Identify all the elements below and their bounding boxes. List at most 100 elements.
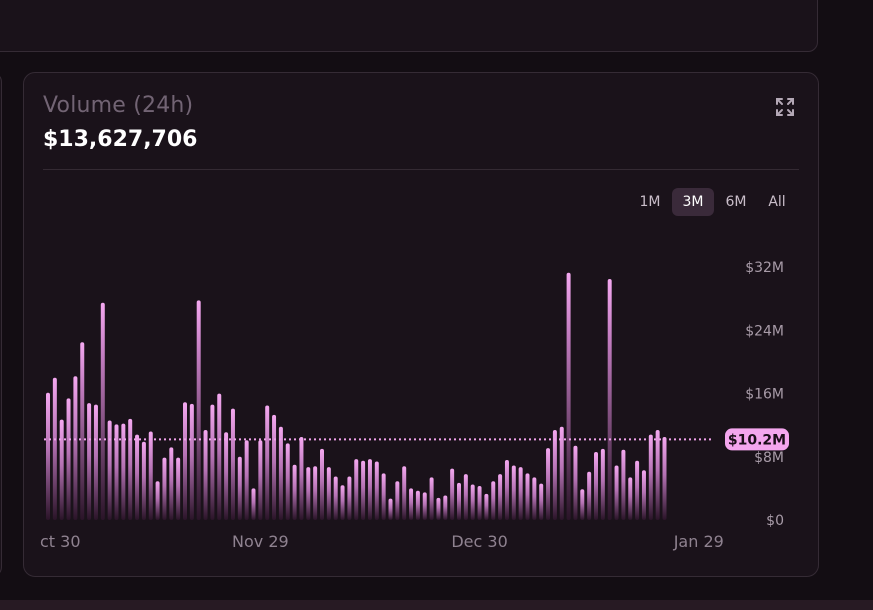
volume-bar: [429, 477, 434, 520]
y-tick-label: $16M: [745, 387, 784, 403]
volume-card: Volume (24h) $13,627,706 1M 3M 6M All: [23, 72, 819, 577]
x-tick-label: Jan 29: [673, 532, 724, 551]
volume-bar: [135, 434, 140, 520]
volume-bar: [662, 437, 667, 520]
volume-bar: [607, 279, 612, 520]
volume-bar: [87, 403, 92, 520]
left-panel: [0, 72, 2, 577]
volume-bar: [470, 484, 475, 520]
volume-bar: [573, 445, 578, 520]
volume-bar: [258, 440, 263, 520]
volume-bar: [52, 377, 57, 520]
y-tick-label: $0: [766, 513, 784, 529]
volume-bar: [621, 449, 626, 520]
volume-bar: [292, 464, 297, 520]
volume-bar: [141, 441, 146, 520]
volume-bar: [217, 393, 222, 520]
volume-bar: [635, 460, 640, 520]
volume-bar: [415, 490, 420, 520]
volume-bar: [463, 474, 468, 520]
volume-bar: [285, 443, 290, 520]
volume-bar: [278, 426, 283, 520]
range-tab-all[interactable]: All: [768, 194, 786, 210]
volume-bar: [361, 460, 366, 520]
volume-bar: [169, 447, 174, 520]
volume-bar: [511, 465, 516, 520]
volume-bar: [381, 473, 386, 520]
volume-bar: [114, 424, 119, 520]
volume-bar: [46, 392, 50, 520]
volume-bar: [93, 404, 98, 520]
volume-bar: [546, 448, 551, 520]
volume-bar: [552, 429, 557, 520]
volume-bar: [450, 468, 455, 520]
y-tick-label: $32M: [745, 260, 784, 276]
volume-bar: [183, 402, 187, 520]
volume-bar: [498, 474, 503, 520]
volume-bar-chart: $10.2M $0 $8M $16M $24M $32M ct 30 Nov 29 Dec …: [40, 260, 789, 551]
volume-bar: [648, 434, 653, 520]
volume-bar: [587, 471, 592, 520]
volume-bar: [518, 467, 523, 520]
divider: [43, 169, 799, 170]
volume-bar: [436, 497, 441, 520]
volume-bar: [340, 485, 345, 520]
volume-bar: [189, 403, 194, 520]
volume-bar: [491, 481, 496, 520]
volume-bar: [374, 461, 379, 520]
volume-bar: [100, 302, 105, 520]
volume-bar: [196, 300, 201, 520]
x-tick-label: Nov 29: [232, 532, 289, 551]
volume-bar: [251, 488, 256, 520]
volume-bar: [504, 459, 509, 520]
x-tick-label: ct 30: [40, 532, 81, 551]
volume-bar: [477, 486, 482, 520]
range-tab-6m[interactable]: 6M: [725, 194, 747, 210]
volume-bar: [306, 467, 311, 520]
volume-bar: [121, 423, 126, 520]
volume-bar: [354, 459, 359, 520]
volume-bar: [272, 414, 277, 520]
volume-bar: [313, 466, 318, 520]
expand-icon[interactable]: [774, 96, 796, 118]
volume-bar: [525, 473, 530, 520]
volume-bar: [600, 448, 605, 520]
volume-bar: [443, 495, 448, 520]
volume-bar: [347, 476, 352, 520]
volume-bar: [237, 456, 242, 520]
volume-bar: [395, 481, 400, 520]
volume-bar: [326, 467, 331, 520]
volume-bar: [367, 459, 372, 520]
volume-bar: [265, 405, 270, 520]
volume-bar: [176, 457, 181, 520]
volume-bar: [320, 448, 324, 520]
volume-bar: [162, 457, 167, 520]
volume-bar: [594, 452, 598, 520]
volume-value: $13,627,706: [43, 127, 198, 152]
average-badge: [725, 428, 789, 451]
volume-bar: [230, 408, 235, 520]
volume-bar: [559, 426, 564, 520]
card-title: Volume (24h): [43, 93, 194, 118]
volume-bar: [580, 489, 585, 520]
volume-bar: [244, 440, 249, 520]
volume-bar: [409, 488, 414, 520]
volume-bar: [655, 429, 660, 520]
volume-bar: [155, 481, 160, 520]
bottom-band: [0, 600, 873, 610]
volume-bar: [73, 376, 78, 520]
volume-bar: [532, 477, 537, 520]
y-tick-label: $24M: [745, 323, 784, 339]
volume-bar: [539, 483, 544, 520]
volume-bar: [59, 419, 64, 520]
volume-bar: [566, 272, 571, 520]
y-tick-label: $8M: [754, 450, 784, 466]
volume-bar: [614, 465, 619, 520]
volume-bar: [641, 470, 646, 520]
range-tab-1m[interactable]: 1M: [639, 194, 661, 210]
volume-bar: [628, 477, 633, 520]
range-tab-3m[interactable]: 3M: [672, 188, 714, 216]
volume-bar: [388, 498, 393, 520]
average-badge-label: $10.2M: [728, 432, 786, 448]
volume-bar: [128, 418, 133, 520]
